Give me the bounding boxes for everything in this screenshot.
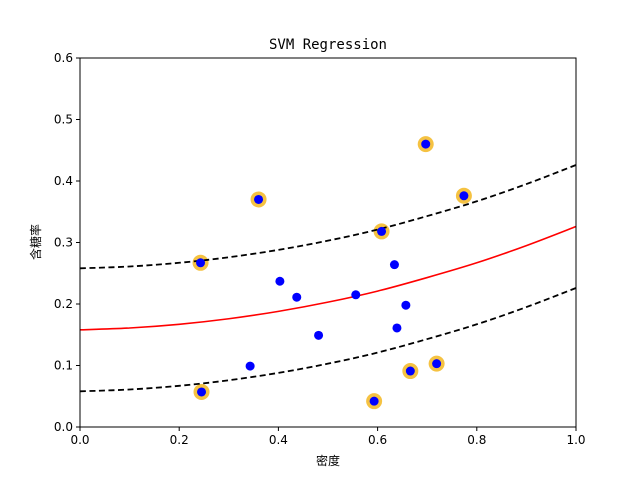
data-point-12: [392, 323, 402, 333]
lower-margin-line: [79, 287, 577, 393]
x-tick-label-2: 0.4: [269, 433, 288, 447]
x-tick-label-4: 0.8: [467, 433, 486, 447]
x-tick-label-1: 0.2: [170, 433, 189, 447]
data-point-11: [245, 361, 255, 371]
y-tick-label-5: 0.5: [54, 113, 73, 127]
data-point-7: [292, 292, 302, 302]
y-tick-label-4: 0.4: [54, 174, 73, 188]
regression-line: [79, 225, 577, 331]
data-point-16: [432, 359, 442, 369]
data-point-10: [197, 387, 207, 397]
x-tick-label-0: 0.0: [70, 433, 89, 447]
data-point-0: [421, 139, 431, 149]
x-axis-label: 密度: [316, 453, 340, 468]
data-point-4: [351, 290, 361, 300]
chart-title: SVM Regression: [269, 37, 387, 53]
data-point-2: [389, 260, 399, 270]
axis-ticks: 0.0 0.2 0.4 0.6 0.8 1.0 0.0 0.1 0.2 0.3 0.4 0.5 0.6: [54, 51, 586, 447]
axes-frame: [79, 57, 577, 428]
data-point-15: [369, 396, 379, 406]
x-tick-label-5: 1.0: [566, 433, 585, 447]
y-tick-label-6: 0.6: [54, 51, 73, 65]
data-point-3: [377, 226, 387, 236]
plot-area: [79, 136, 577, 410]
data-point-8: [405, 366, 415, 376]
y-tick-label-2: 0.2: [54, 297, 73, 311]
y-tick-label-1: 0.1: [54, 359, 73, 373]
y-tick-label-3: 0.3: [54, 236, 73, 250]
y-axis-label: 含糖率: [28, 224, 43, 260]
upper-margin-line: [79, 164, 577, 270]
data-point-5: [275, 276, 285, 286]
data-point-14: [254, 194, 264, 204]
data-point-13: [401, 300, 411, 310]
data-point-6: [314, 330, 324, 340]
data-point-9: [196, 258, 206, 268]
y-tick-label-0: 0.0: [54, 420, 73, 434]
x-tick-label-3: 0.6: [368, 433, 387, 447]
data-point-1: [459, 191, 469, 201]
